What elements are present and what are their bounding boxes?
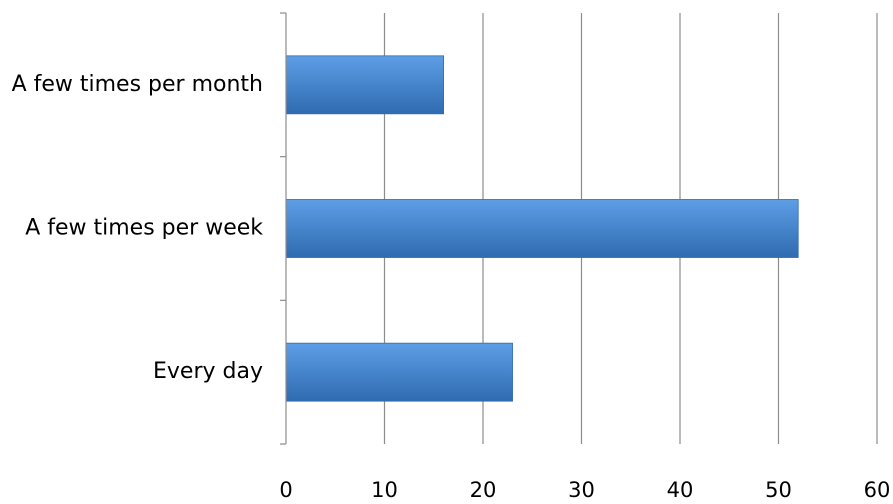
x-tick-label: 40	[667, 478, 694, 502]
bar	[285, 55, 445, 115]
bar	[285, 199, 799, 258]
bars-layer	[285, 55, 799, 402]
category-label: A few times per week	[25, 216, 263, 241]
x-tick-label: 50	[765, 478, 792, 502]
labels-layer: 0 10 20 30 40 50 60 A few times per month A few …	[12, 72, 891, 502]
category-label: A few times per month	[12, 72, 263, 97]
category-label: Every day	[153, 359, 263, 384]
x-tick-label: 30	[568, 478, 595, 502]
bar	[285, 342, 513, 402]
x-tick-label: 20	[470, 478, 497, 502]
x-tick-label: 60	[864, 478, 891, 502]
x-tick-label: 10	[371, 478, 398, 502]
x-tick-label: 0	[279, 478, 292, 502]
axis-layer	[280, 12, 287, 445]
